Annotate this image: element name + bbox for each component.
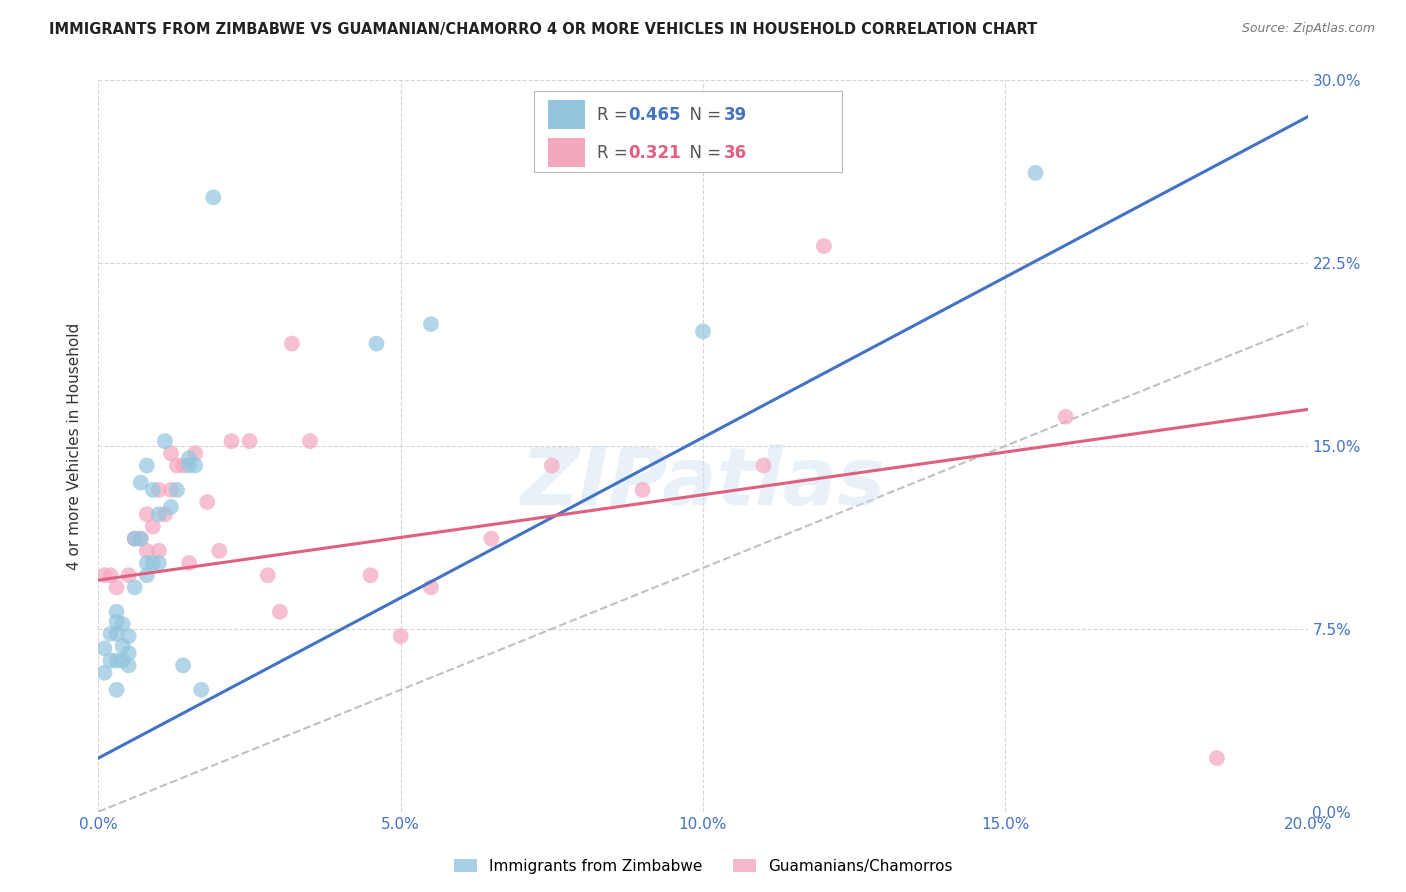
Point (118, 646, 141, 660)
Point (179, 458, 201, 473)
Point (93, 665, 115, 680)
Point (172, 658, 194, 673)
Point (105, 654, 128, 668)
Text: Source: ZipAtlas.com: Source: ZipAtlas.com (1241, 22, 1375, 36)
Point (118, 629, 141, 643)
Text: N =: N = (679, 144, 725, 161)
Point (124, 532, 146, 546)
Point (166, 483, 188, 497)
Point (124, 581, 146, 595)
Point (142, 519, 165, 533)
Point (142, 483, 165, 497)
Point (135, 556, 157, 570)
Point (135, 568, 157, 582)
Point (100, 654, 122, 668)
Bar (548, 138, 585, 168)
Point (135, 508, 157, 522)
Y-axis label: 4 or more Vehicles in Household: 4 or more Vehicles in Household (67, 322, 83, 570)
Point (1024, 166, 1046, 180)
Point (160, 500, 183, 514)
Point (179, 556, 201, 570)
Point (269, 605, 291, 619)
Point (100, 626, 122, 640)
Point (135, 458, 157, 473)
Point (93, 568, 115, 582)
Point (221, 434, 243, 449)
Point (142, 556, 165, 570)
Point (124, 532, 146, 546)
Point (153, 508, 176, 522)
Point (135, 544, 157, 558)
Text: 0.321: 0.321 (628, 144, 681, 161)
Point (105, 605, 128, 619)
Text: 39: 39 (724, 105, 747, 124)
Point (281, 336, 304, 351)
Point (111, 639, 134, 653)
Point (631, 483, 654, 497)
Text: R =: R = (596, 144, 633, 161)
Point (172, 458, 194, 473)
Point (160, 446, 183, 460)
Point (208, 544, 231, 558)
Point (202, 190, 225, 204)
Point (540, 458, 562, 473)
Point (105, 682, 128, 697)
Point (299, 434, 322, 449)
Point (118, 658, 141, 673)
Point (256, 568, 278, 582)
Point (420, 581, 443, 595)
Point (129, 475, 152, 490)
Text: 0.465: 0.465 (628, 105, 681, 124)
Point (1206, 751, 1229, 765)
Point (148, 544, 170, 558)
Point (111, 617, 134, 632)
Point (118, 568, 141, 582)
Point (129, 532, 152, 546)
Point (184, 446, 207, 460)
Text: IMMIGRANTS FROM ZIMBABWE VS GUAMANIAN/CHAMORRO 4 OR MORE VEHICLES IN HOUSEHOLD C: IMMIGRANTS FROM ZIMBABWE VS GUAMANIAN/CH… (49, 22, 1038, 37)
Text: ZIPatlas: ZIPatlas (520, 443, 886, 522)
Point (105, 615, 128, 629)
Point (100, 568, 122, 582)
Point (195, 495, 218, 509)
Point (153, 434, 176, 449)
Point (111, 654, 134, 668)
Point (105, 581, 128, 595)
Point (166, 458, 188, 473)
Point (420, 317, 443, 331)
Point (160, 483, 183, 497)
Point (366, 336, 388, 351)
Point (481, 532, 503, 546)
Point (752, 458, 775, 473)
Bar (548, 100, 585, 129)
Point (129, 532, 152, 546)
Point (105, 626, 128, 640)
Point (148, 556, 170, 570)
Point (148, 483, 170, 497)
Point (360, 568, 382, 582)
Point (93, 641, 115, 656)
Point (239, 434, 262, 449)
Point (692, 325, 714, 339)
Text: 36: 36 (724, 144, 747, 161)
Legend: Immigrants from Zimbabwe, Guamanians/Chamorros: Immigrants from Zimbabwe, Guamanians/Cha… (447, 853, 959, 880)
Text: R =: R = (596, 105, 633, 124)
Point (179, 451, 201, 466)
Point (184, 458, 207, 473)
Point (148, 508, 170, 522)
Point (1054, 409, 1077, 424)
Point (389, 629, 412, 643)
Point (813, 239, 835, 253)
FancyBboxPatch shape (534, 91, 842, 171)
Text: N =: N = (679, 105, 725, 124)
Point (190, 682, 212, 697)
